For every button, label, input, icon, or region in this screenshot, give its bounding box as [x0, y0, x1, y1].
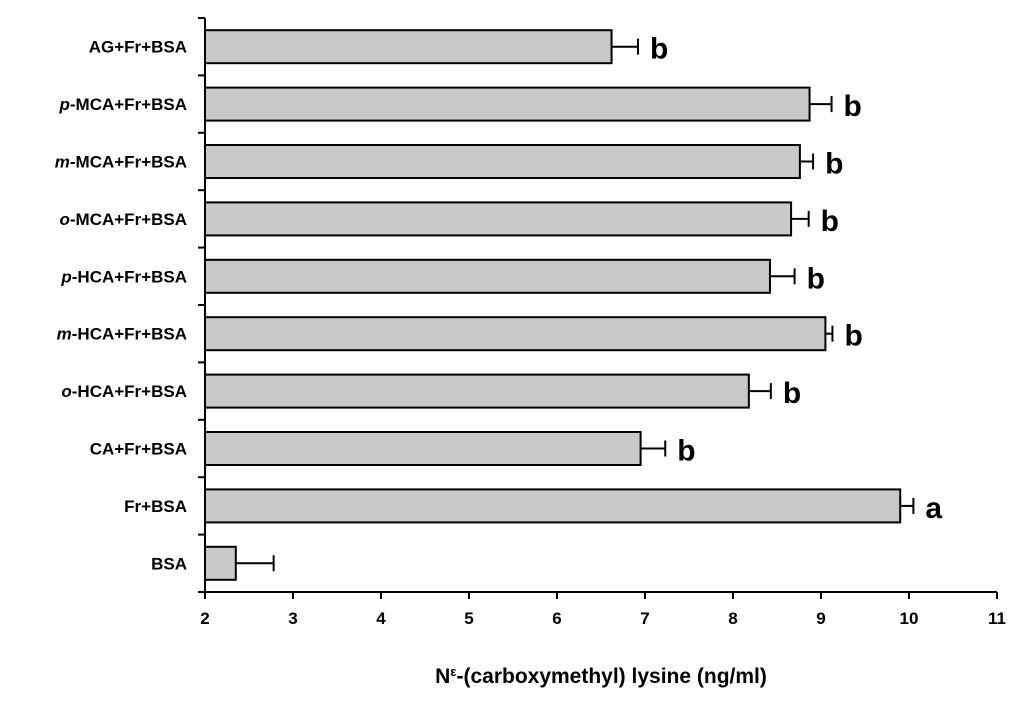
category-label-text: AG+Fr+BSA — [89, 38, 187, 57]
x-axis-title-superscript: ε — [450, 664, 456, 679]
significance-label: b — [844, 320, 862, 353]
x-axis-title-rest: -(carboxymethyl) lysine (ng/ml) — [456, 665, 766, 688]
significance-label: b — [821, 205, 839, 238]
x-tick-label: 5 — [464, 609, 473, 628]
x-tick-label: 4 — [376, 609, 386, 628]
significance-label: b — [825, 148, 843, 181]
bar — [204, 431, 642, 466]
category-label-text: -HCA+Fr+BSA — [72, 325, 187, 344]
bar — [204, 258, 771, 294]
x-tick-label: 7 — [640, 609, 649, 628]
category-label: o-MCA+Fr+BSA — [59, 210, 187, 229]
x-tick-label: 10 — [900, 609, 919, 628]
category-label-text: CA+Fr+BSA — [90, 440, 187, 459]
x-tick-label: 8 — [728, 609, 737, 628]
category-label-text: -HCA+Fr+BSA — [72, 267, 187, 286]
bar — [204, 86, 811, 122]
category-label: p-HCA+Fr+BSA — [60, 267, 187, 286]
category-label-prefix: o — [61, 382, 71, 401]
significance-label: b — [650, 33, 668, 66]
significance-label: b — [844, 90, 862, 123]
x-tick-label: 9 — [816, 609, 825, 628]
x-tick-label: 2 — [200, 609, 209, 628]
bar — [204, 488, 902, 524]
bars — [204, 29, 915, 581]
category-label: p-MCA+Fr+BSA — [58, 95, 187, 114]
x-tick-label: 3 — [288, 609, 297, 628]
bar — [204, 316, 827, 352]
category-label: CA+Fr+BSA — [90, 440, 187, 459]
category-label-prefix: p — [60, 267, 71, 286]
x-tick-label: 11 — [988, 609, 1006, 628]
category-label: AG+Fr+BSA — [89, 38, 187, 57]
category-label-prefix: o — [59, 210, 69, 229]
x-axis-title-base: N — [435, 665, 450, 688]
bar — [204, 201, 793, 237]
category-label: m-MCA+Fr+BSA — [55, 153, 187, 172]
x-axis-title: Nε-(carboxymethyl) lysine (ng/ml) — [435, 664, 767, 689]
category-label-text: Fr+BSA — [124, 497, 187, 516]
significance-label: b — [807, 262, 825, 295]
significance-label: b — [783, 377, 801, 410]
category-label-prefix: p — [58, 95, 69, 114]
category-label: Fr+BSA — [124, 497, 187, 516]
category-label-prefix: m — [57, 325, 72, 344]
category-label-text: -HCA+Fr+BSA — [72, 382, 187, 401]
category-label: o-HCA+Fr+BSA — [61, 382, 187, 401]
category-label-text: -MCA+Fr+BSA — [70, 210, 187, 229]
significance-label: b — [677, 435, 695, 468]
bar — [204, 29, 613, 65]
significance-label: a — [925, 492, 942, 525]
bar — [204, 373, 750, 409]
bar — [204, 144, 801, 179]
labels: AG+Fr+BSA bp-MCA+Fr+BSA bm-MCA+Fr+BSA bo-MC… — [55, 33, 943, 574]
category-label-text: -MCA+Fr+BSA — [70, 95, 187, 114]
category-label-text: BSA — [151, 554, 187, 573]
category-label-prefix: m — [55, 153, 70, 172]
category-label: BSA — [151, 554, 187, 573]
x-tick-label: 6 — [552, 609, 561, 628]
category-label: m-HCA+Fr+BSA — [57, 325, 187, 344]
category-label-text: -MCA+Fr+BSA — [70, 153, 187, 172]
bar — [204, 545, 237, 581]
